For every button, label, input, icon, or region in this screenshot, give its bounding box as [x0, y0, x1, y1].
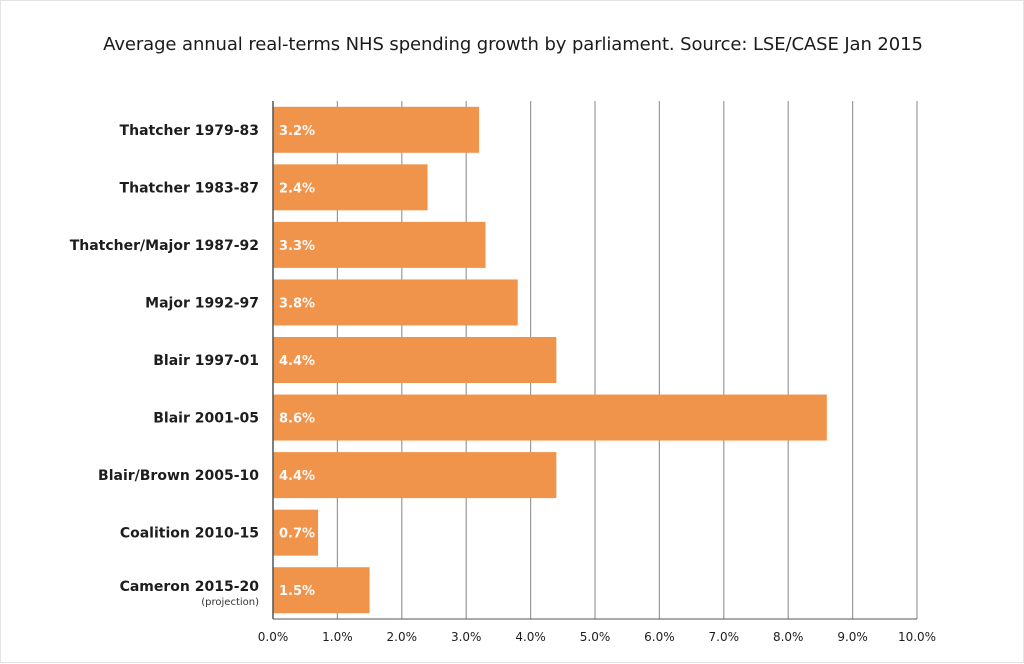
category-label: Coalition 2010-15	[120, 526, 259, 542]
data-label: 8.6%	[279, 412, 315, 427]
category-note: (projection)	[201, 597, 259, 608]
x-tick-label: 7.0%	[709, 630, 740, 644]
x-tick-label: 9.0%	[837, 630, 868, 644]
category-label: Cameron 2015-20	[120, 579, 260, 595]
bar	[273, 567, 370, 614]
category-label: Major 1992-97	[145, 295, 259, 311]
data-label: 1.5%	[279, 584, 315, 599]
bar	[273, 279, 518, 326]
x-tick-label: 10.0%	[898, 630, 936, 644]
category-label: Thatcher/Major 1987-92	[70, 238, 259, 254]
x-tick-label: 5.0%	[580, 630, 611, 644]
category-label: Blair/Brown 2005-10	[98, 468, 259, 484]
x-tick-label: 8.0%	[773, 630, 804, 644]
category-label: Blair 2001-05	[153, 411, 259, 427]
bar	[273, 394, 827, 441]
x-tick-label: 3.0%	[451, 630, 482, 644]
chart-title: Average annual real-terms NHS spending g…	[103, 34, 923, 55]
category-label: Thatcher 1979-83	[120, 123, 259, 139]
bar	[273, 164, 428, 211]
data-label: 2.4%	[279, 181, 315, 196]
bar	[273, 221, 486, 268]
x-tick-label: 0.0%	[258, 630, 289, 644]
bar	[273, 509, 319, 556]
x-tick-label: 6.0%	[644, 630, 675, 644]
data-label: 3.8%	[279, 296, 315, 311]
bar	[273, 337, 557, 383]
bar	[273, 452, 557, 499]
data-label: 3.2%	[279, 124, 315, 139]
x-tick-label: 1.0%	[322, 630, 353, 644]
data-label: 0.7%	[279, 527, 315, 542]
data-label: 4.4%	[279, 469, 315, 484]
data-label: 4.4%	[279, 354, 315, 369]
category-label: Thatcher 1983-87	[120, 180, 259, 196]
data-label: 3.3%	[279, 239, 315, 254]
category-label: Blair 1997-01	[153, 353, 259, 369]
bar	[273, 106, 480, 153]
x-tick-label: 4.0%	[515, 630, 546, 644]
x-tick-label: 2.0%	[387, 630, 418, 644]
